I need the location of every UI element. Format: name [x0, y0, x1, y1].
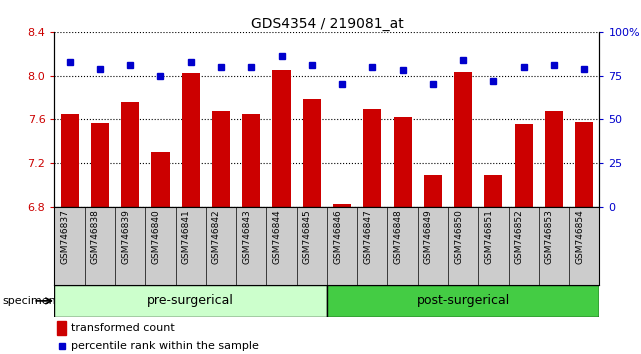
Text: pre-surgerical: pre-surgerical: [147, 295, 234, 307]
Bar: [60, 114, 79, 207]
Text: percentile rank within the sample: percentile rank within the sample: [71, 341, 259, 351]
Title: GDS4354 / 219081_at: GDS4354 / 219081_at: [251, 17, 403, 31]
Text: GSM746843: GSM746843: [242, 210, 251, 264]
Text: specimen: specimen: [2, 296, 56, 306]
Text: GSM746847: GSM746847: [363, 210, 372, 264]
Text: GSM746842: GSM746842: [212, 210, 221, 264]
Bar: [54, 285, 327, 317]
Bar: [272, 70, 290, 207]
Text: GSM746841: GSM746841: [181, 210, 191, 264]
Text: GSM746846: GSM746846: [333, 210, 342, 264]
Text: GSM746850: GSM746850: [454, 210, 463, 264]
Bar: [394, 117, 412, 207]
Bar: [333, 204, 351, 207]
Text: GSM746853: GSM746853: [545, 210, 554, 264]
Text: GSM746851: GSM746851: [485, 210, 494, 264]
Bar: [91, 123, 109, 207]
Bar: [58, 321, 67, 335]
Bar: [242, 114, 260, 207]
Bar: [545, 111, 563, 207]
Text: GSM746838: GSM746838: [91, 210, 100, 264]
Bar: [151, 152, 169, 207]
Text: GSM746852: GSM746852: [515, 210, 524, 264]
Text: GSM746848: GSM746848: [394, 210, 403, 264]
Bar: [327, 285, 599, 317]
Text: GSM746854: GSM746854: [575, 210, 584, 264]
Text: GSM746844: GSM746844: [272, 210, 281, 264]
Bar: [515, 124, 533, 207]
Bar: [485, 175, 503, 207]
Bar: [424, 175, 442, 207]
Bar: [121, 102, 139, 207]
Text: GSM746840: GSM746840: [151, 210, 160, 264]
Text: GSM746837: GSM746837: [61, 210, 70, 264]
Bar: [575, 122, 594, 207]
Bar: [454, 72, 472, 207]
Bar: [363, 109, 381, 207]
Text: GSM746849: GSM746849: [424, 210, 433, 264]
Text: GSM746839: GSM746839: [121, 210, 130, 264]
Bar: [212, 111, 230, 207]
Text: transformed count: transformed count: [71, 323, 175, 333]
Text: post-surgerical: post-surgerical: [417, 295, 510, 307]
Text: GSM746845: GSM746845: [303, 210, 312, 264]
Bar: [303, 99, 321, 207]
Bar: [181, 74, 200, 207]
